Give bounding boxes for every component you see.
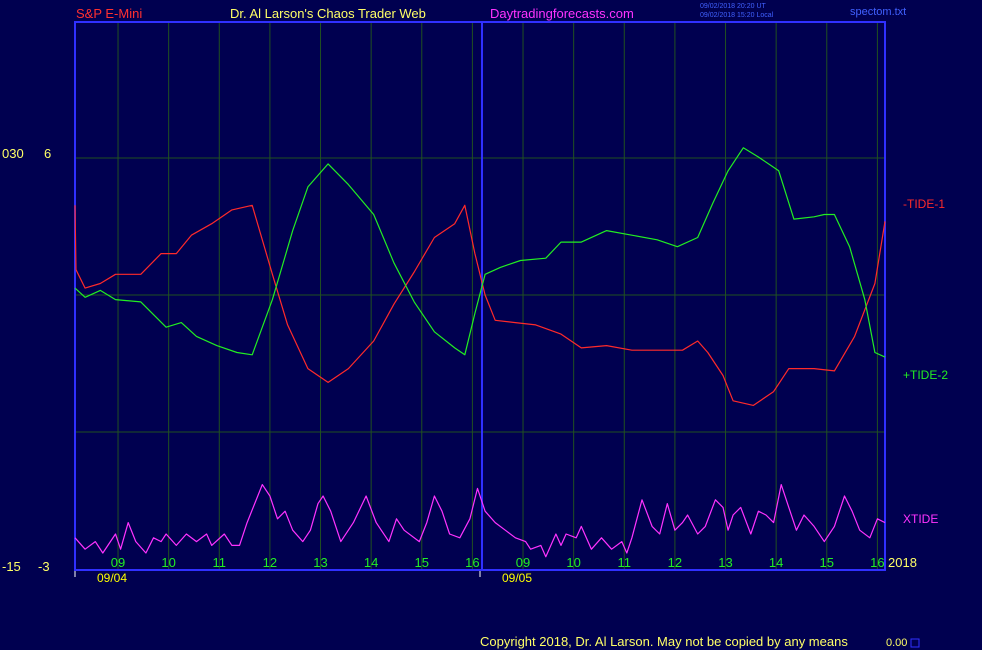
timestamp-local: 09/02/2018 15:20 Local bbox=[700, 12, 774, 19]
hour-tick-label: 11 bbox=[213, 555, 227, 570]
hour-tick-label: 14 bbox=[769, 555, 783, 570]
hour-tick-label: 10 bbox=[566, 555, 580, 570]
site-title: Dr. Al Larson's Chaos Trader Web bbox=[230, 6, 426, 21]
hour-tick-label: 11 bbox=[618, 555, 632, 570]
timestamp-ut: 09/02/2018 20:20 UT bbox=[700, 3, 766, 10]
chart-ticks: 09 10 11 12 13 14 15 16 09 10 11 12 13 14 15 16 09/04 09/… bbox=[74, 555, 885, 585]
series-line-tide-2 bbox=[74, 147, 886, 358]
footer-box-icon[interactable] bbox=[910, 638, 920, 648]
scale-upper-left: 030 bbox=[2, 146, 24, 161]
hour-tick-label: 13 bbox=[718, 555, 732, 570]
legend-tide2: +TIDE-2 bbox=[903, 368, 948, 382]
hour-tick-label: 10 bbox=[161, 555, 175, 570]
site-url[interactable]: Daytradingforecasts.com bbox=[490, 6, 634, 21]
scale-lower-left: -15 bbox=[2, 559, 21, 574]
chart-series bbox=[74, 147, 886, 558]
series-line-xtide bbox=[74, 484, 886, 558]
chart-frame bbox=[74, 21, 886, 571]
hour-tick-label: 15 bbox=[820, 555, 834, 570]
symbol-label: S&P E-Mini bbox=[76, 6, 142, 21]
date-tick-label: 09/04 bbox=[97, 571, 127, 585]
legend-xtide: XTIDE bbox=[903, 512, 938, 526]
hour-tick-label: 13 bbox=[313, 555, 327, 570]
hour-tick-label: 14 bbox=[364, 555, 378, 570]
series-line-tide-1 bbox=[74, 204, 886, 406]
copyright-text: Copyright 2018, Dr. Al Larson. May not b… bbox=[480, 634, 848, 649]
footer-value: 0.00 bbox=[886, 637, 907, 649]
hour-tick-label: 09 bbox=[111, 555, 125, 570]
year-label: 2018 bbox=[888, 555, 917, 570]
hour-tick-label: 16 bbox=[465, 555, 479, 570]
date-tick-label: 09/05 bbox=[502, 571, 532, 585]
hour-tick-label: 09 bbox=[516, 555, 530, 570]
scale-lower-right: -3 bbox=[38, 559, 50, 574]
hour-tick-label: 15 bbox=[415, 555, 429, 570]
hour-tick-label: 12 bbox=[668, 555, 682, 570]
scale-upper-right: 6 bbox=[44, 146, 51, 161]
file-name: spectom.txt bbox=[850, 6, 906, 18]
legend-tide1: -TIDE-1 bbox=[903, 197, 945, 211]
hour-tick-label: 16 bbox=[870, 555, 884, 570]
hour-tick-label: 12 bbox=[263, 555, 277, 570]
